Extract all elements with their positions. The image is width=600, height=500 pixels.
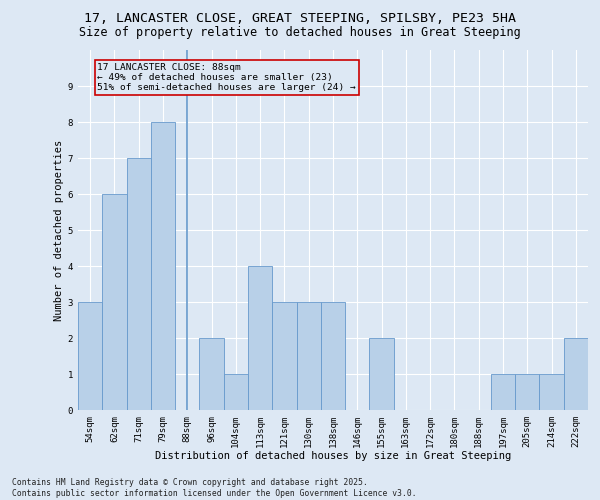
Bar: [78, 302, 102, 410]
Bar: [102, 194, 127, 410]
Bar: [127, 158, 151, 410]
Text: Size of property relative to detached houses in Great Steeping: Size of property relative to detached ho…: [79, 26, 521, 39]
Bar: [296, 302, 321, 410]
Bar: [248, 266, 272, 410]
Bar: [151, 122, 175, 410]
Bar: [491, 374, 515, 410]
Text: Contains HM Land Registry data © Crown copyright and database right 2025.
Contai: Contains HM Land Registry data © Crown c…: [12, 478, 416, 498]
Bar: [515, 374, 539, 410]
Text: 17 LANCASTER CLOSE: 88sqm
← 49% of detached houses are smaller (23)
51% of semi-: 17 LANCASTER CLOSE: 88sqm ← 49% of detac…: [97, 62, 356, 92]
Y-axis label: Number of detached properties: Number of detached properties: [53, 140, 64, 320]
Bar: [539, 374, 564, 410]
Bar: [199, 338, 224, 410]
Text: 17, LANCASTER CLOSE, GREAT STEEPING, SPILSBY, PE23 5HA: 17, LANCASTER CLOSE, GREAT STEEPING, SPI…: [84, 12, 516, 26]
Bar: [370, 338, 394, 410]
Bar: [321, 302, 345, 410]
X-axis label: Distribution of detached houses by size in Great Steeping: Distribution of detached houses by size …: [155, 452, 511, 462]
Bar: [564, 338, 588, 410]
Bar: [272, 302, 296, 410]
Bar: [224, 374, 248, 410]
